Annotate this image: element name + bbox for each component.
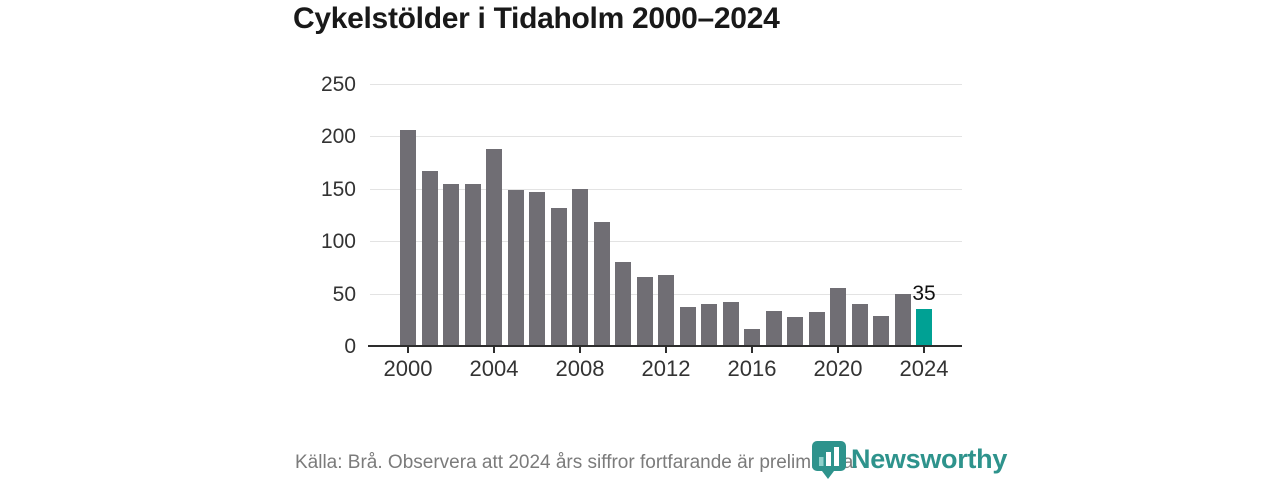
bar-2015 bbox=[722, 301, 739, 346]
gridline-150 bbox=[370, 188, 962, 190]
x-tick-2004 bbox=[493, 347, 495, 353]
bar-2014 bbox=[701, 304, 717, 346]
y-axis-label-200: 200 bbox=[320, 125, 356, 149]
bar-2023 bbox=[894, 293, 911, 346]
newsworthy-logo-text: Newsworthy bbox=[851, 444, 1008, 474]
bar-2010 bbox=[615, 262, 631, 346]
bar-2013 bbox=[679, 307, 696, 346]
bar-2020 bbox=[830, 288, 846, 346]
bar-2019 bbox=[808, 312, 825, 346]
bar-2000 bbox=[400, 130, 416, 346]
x-axis-label-2016: 2016 bbox=[727, 356, 777, 381]
bar-2001 bbox=[421, 170, 438, 346]
x-tick-2012 bbox=[665, 347, 667, 353]
highlight-value-label: 35 bbox=[912, 282, 936, 306]
x-tick-2024 bbox=[923, 347, 925, 353]
x-axis-label-2024: 2024 bbox=[899, 356, 949, 381]
x-tick-2020 bbox=[837, 347, 839, 353]
y-axis-label-100: 100 bbox=[320, 230, 356, 254]
bar-2007 bbox=[550, 207, 567, 346]
bar-2017 bbox=[765, 311, 782, 346]
bar-2016 bbox=[744, 329, 760, 346]
newsworthy-logo: Newsworthy bbox=[812, 441, 1007, 479]
x-tick-2008 bbox=[579, 347, 581, 353]
bar-2011 bbox=[636, 276, 653, 346]
bar-2008 bbox=[572, 188, 588, 346]
x-axis-label-2000: 2000 bbox=[383, 356, 433, 381]
bar-2004 bbox=[486, 148, 502, 346]
y-axis-label-150: 150 bbox=[320, 177, 356, 201]
x-axis-label-2004: 2004 bbox=[469, 356, 519, 381]
y-axis-label-0: 0 bbox=[344, 335, 356, 358]
newsworthy-logo-icon bbox=[812, 441, 846, 479]
gridline-250 bbox=[370, 84, 962, 85]
gridline-200 bbox=[370, 136, 962, 138]
x-axis-label-2012: 2012 bbox=[641, 356, 691, 381]
chart-title: Cykelstölder i Tidaholm 2000–2024 bbox=[293, 2, 780, 35]
bar-2021 bbox=[851, 304, 868, 346]
x-tick-2016 bbox=[751, 347, 753, 353]
bar-2018 bbox=[787, 316, 803, 346]
bar-2012 bbox=[658, 274, 674, 346]
bar-2005 bbox=[507, 189, 524, 346]
y-axis-label-50: 50 bbox=[332, 282, 356, 306]
bar-2002 bbox=[443, 183, 459, 346]
x-axis-label-2008: 2008 bbox=[555, 356, 605, 381]
source-note: Källa: Brå. Observera att 2024 års siffr… bbox=[295, 452, 859, 473]
x-axis-line bbox=[368, 345, 962, 347]
x-tick-2000 bbox=[407, 347, 409, 353]
bar-2006 bbox=[529, 191, 545, 346]
y-axis-label-250: 250 bbox=[320, 73, 356, 96]
bar-2024 bbox=[916, 309, 932, 346]
bar-2022 bbox=[873, 315, 889, 346]
bar-2003 bbox=[464, 183, 481, 346]
bar-2009 bbox=[593, 222, 610, 346]
gridline-100 bbox=[370, 241, 962, 243]
x-axis-label-2020: 2020 bbox=[813, 356, 863, 381]
